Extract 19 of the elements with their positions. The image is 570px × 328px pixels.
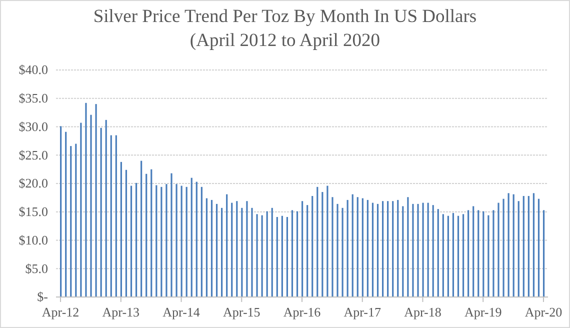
x-tick-label: Apr-19 (464, 304, 502, 320)
x-tick-label: Apr-20 (524, 304, 562, 320)
y-tick-label: $15.0 (18, 204, 48, 220)
x-tick-label: Apr-17 (344, 304, 382, 320)
y-tick-label: $20.0 (18, 176, 48, 191)
y-tick-label: $40.0 (18, 62, 48, 78)
x-tick-label: Apr-16 (283, 304, 322, 320)
x-tick-label: Apr-12 (42, 304, 80, 320)
x-tick-label: Apr-13 (102, 304, 140, 320)
x-tick-label: Apr-18 (404, 304, 442, 320)
y-tick-label: $5.0 (25, 260, 48, 276)
chart-title: Silver Price Trend Per Toz By Month In US Dollars (April 2012 to April 2020 (93, 7, 477, 51)
y-tick-label: $10.0 (18, 232, 48, 248)
y-tick-label: $- (37, 289, 48, 304)
x-tick-label: Apr-15 (222, 304, 260, 320)
y-tick-label: $35.0 (18, 90, 48, 106)
y-tick-label: $30.0 (18, 118, 48, 134)
x-tick-label: Apr-14 (162, 304, 200, 320)
y-tick-label: $25.0 (18, 147, 48, 162)
